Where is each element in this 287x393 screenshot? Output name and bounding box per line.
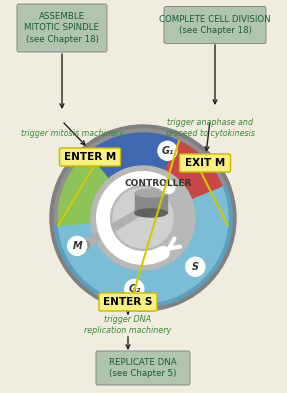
Ellipse shape [135,189,167,197]
Text: COMPLETE CELL DIVISION
(see Chapter 18): COMPLETE CELL DIVISION (see Chapter 18) [159,15,271,35]
FancyBboxPatch shape [59,148,121,166]
Wedge shape [50,125,236,311]
FancyBboxPatch shape [179,154,230,172]
Wedge shape [58,186,228,303]
Wedge shape [88,133,179,178]
Text: G₁: G₁ [161,146,174,156]
FancyBboxPatch shape [99,293,157,311]
Text: M: M [72,241,82,251]
Text: REPLICATE DNA
(see Chapter 5): REPLICATE DNA (see Chapter 5) [109,358,177,378]
Text: ASSEMBLE
MITOTIC SPINDLE
(see Chapter 18): ASSEMBLE MITOTIC SPINDLE (see Chapter 18… [24,12,100,44]
Wedge shape [54,185,232,307]
Ellipse shape [135,209,167,217]
Polygon shape [135,193,167,213]
Wedge shape [165,141,222,198]
Circle shape [125,279,144,298]
Circle shape [186,257,205,276]
FancyBboxPatch shape [17,4,107,52]
Wedge shape [58,153,110,226]
FancyBboxPatch shape [164,7,266,44]
FancyBboxPatch shape [96,351,190,385]
Wedge shape [54,129,232,307]
Text: trigger mitosis machinery: trigger mitosis machinery [21,129,123,138]
Text: S: S [192,262,199,272]
Circle shape [113,188,173,248]
Text: ENTER M: ENTER M [64,152,116,162]
Text: EXIT M: EXIT M [185,158,225,168]
Circle shape [158,141,177,160]
Text: ENTER S: ENTER S [103,297,153,307]
Text: G₂: G₂ [128,284,140,294]
Text: trigger anaphase and
proceed to cytokinesis: trigger anaphase and proceed to cytokine… [165,118,255,138]
Circle shape [79,241,89,250]
Wedge shape [91,166,195,270]
Text: CONTROLLER: CONTROLLER [124,178,192,187]
Text: trigger DNA
replication machinery: trigger DNA replication machinery [84,315,172,335]
Circle shape [68,237,87,255]
